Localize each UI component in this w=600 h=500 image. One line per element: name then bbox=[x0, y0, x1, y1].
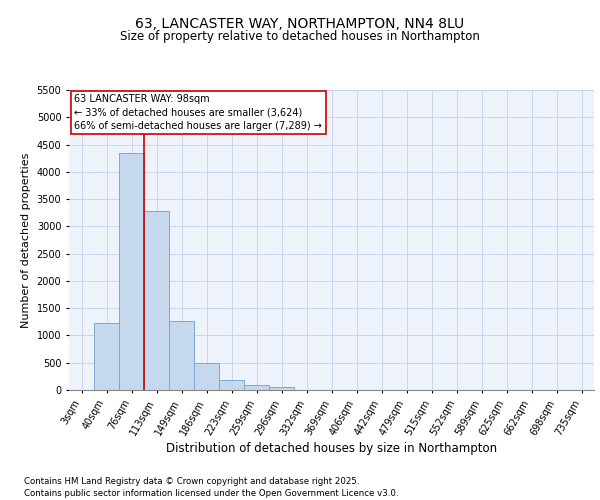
Bar bbox=[169, 322, 194, 390]
Bar bbox=[219, 380, 244, 390]
Text: Contains HM Land Registry data © Crown copyright and database right 2025.: Contains HM Land Registry data © Crown c… bbox=[24, 478, 359, 486]
Y-axis label: Number of detached properties: Number of detached properties bbox=[21, 152, 31, 328]
Bar bbox=[244, 384, 269, 390]
Bar bbox=[194, 364, 219, 390]
Text: Size of property relative to detached houses in Northampton: Size of property relative to detached ho… bbox=[120, 30, 480, 43]
Text: Contains public sector information licensed under the Open Government Licence v3: Contains public sector information licen… bbox=[24, 489, 398, 498]
Bar bbox=[144, 211, 169, 390]
Text: 63, LANCASTER WAY, NORTHAMPTON, NN4 8LU: 63, LANCASTER WAY, NORTHAMPTON, NN4 8LU bbox=[136, 18, 464, 32]
Bar bbox=[269, 387, 294, 390]
Bar bbox=[94, 323, 119, 390]
Bar bbox=[119, 152, 144, 390]
Text: 63 LANCASTER WAY: 98sqm
← 33% of detached houses are smaller (3,624)
66% of semi: 63 LANCASTER WAY: 98sqm ← 33% of detache… bbox=[74, 94, 322, 131]
X-axis label: Distribution of detached houses by size in Northampton: Distribution of detached houses by size … bbox=[166, 442, 497, 456]
